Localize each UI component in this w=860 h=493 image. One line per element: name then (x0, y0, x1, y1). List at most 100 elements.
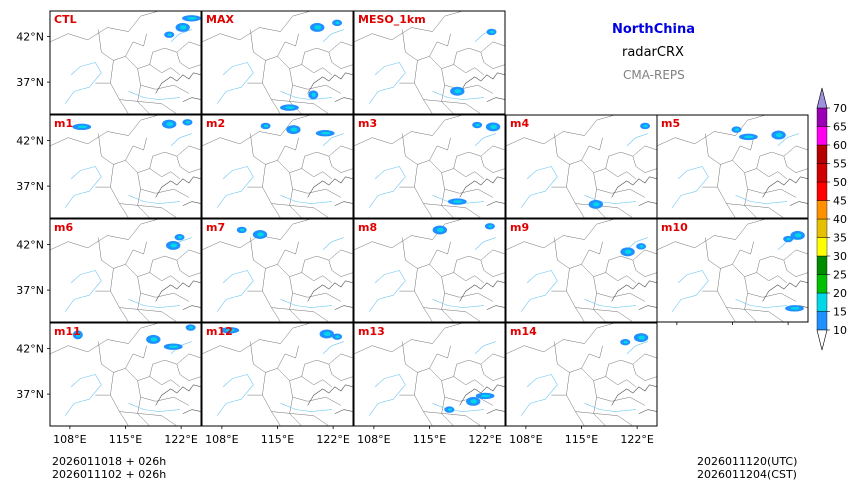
panel-background (506, 323, 657, 426)
river (520, 270, 558, 312)
province-border (176, 364, 201, 381)
panel-background (50, 323, 201, 426)
province-border (429, 56, 485, 76)
colorbar-under-triangle (816, 329, 828, 351)
province-border (137, 68, 190, 94)
panel-frame (201, 218, 354, 323)
radar-echo-core (314, 25, 322, 30)
panel-label: m11 (54, 325, 81, 338)
map-panel: MESO_1km (353, 10, 506, 115)
coastline (459, 72, 505, 102)
colorbar-segment (816, 126, 828, 146)
radar-echo-core (624, 249, 632, 254)
coastline (155, 384, 201, 414)
panel-label: m12 (206, 325, 233, 338)
radar-echo-core (454, 89, 462, 94)
province-border (289, 276, 342, 302)
river (626, 133, 649, 147)
panel-background (506, 115, 657, 218)
panel-background (354, 219, 505, 322)
valid-time-cst: 2026011204(CST) (697, 468, 797, 481)
colorbar-tick-label: 35 (833, 232, 847, 245)
province-border (289, 189, 302, 218)
radar-echo-core (167, 33, 172, 37)
province-border (453, 41, 505, 65)
panel-label: m4 (510, 117, 529, 130)
panel-map-layer (50, 115, 201, 218)
coastline (611, 280, 657, 310)
radar-echo-core (335, 335, 340, 338)
y-tick-label: 37°N (16, 180, 44, 193)
river (626, 341, 649, 355)
panel-label: m13 (358, 325, 385, 338)
province-border (575, 411, 633, 426)
province-border (414, 268, 433, 322)
radar-echo-core (240, 228, 245, 232)
province-border (453, 353, 505, 377)
panel-label: m2 (206, 117, 225, 130)
province-border (271, 99, 329, 114)
province-border (756, 145, 808, 169)
province-border (202, 115, 311, 147)
radar-echo-core (790, 307, 800, 310)
panel-background (202, 323, 353, 426)
radar-echo-core (225, 328, 236, 332)
radar-echo-core (643, 124, 648, 128)
river (474, 341, 497, 355)
panel-label: m5 (661, 117, 680, 130)
river (216, 166, 254, 208)
radar-echo-core (447, 408, 452, 411)
province-border (717, 164, 736, 218)
province-border (657, 115, 766, 147)
y-tick-label: 42°N (16, 239, 44, 252)
colorbar-segment (816, 255, 828, 275)
map-panel: m6 (49, 218, 202, 323)
river (170, 29, 193, 43)
y-tick-label: 37°N (16, 284, 44, 297)
province-border (581, 160, 637, 180)
radar-echo-core (290, 127, 298, 132)
init-time-cst: 2026011102 + 026h (52, 468, 167, 481)
province-border (441, 293, 454, 322)
province-border (581, 368, 637, 388)
river (322, 29, 345, 43)
map-panel: m3 (353, 114, 506, 219)
x-tick-label: 108°E (53, 433, 86, 446)
map-panel: m9 (505, 218, 658, 323)
map-panel: m11 (49, 322, 202, 427)
panel-background (50, 115, 201, 218)
map-panel: m1 (49, 114, 202, 219)
colorbar-tick-label: 55 (833, 158, 847, 171)
province-border (756, 249, 808, 273)
province-border (202, 11, 311, 43)
river (368, 270, 406, 312)
province-border (262, 60, 281, 114)
colorbar-segment (816, 163, 828, 183)
province-border (50, 11, 159, 43)
radar-echo-core (436, 227, 444, 233)
province-border (423, 203, 481, 218)
radar-echo-core (263, 124, 269, 128)
river (322, 133, 345, 147)
province-border (289, 172, 342, 198)
province-border (657, 219, 766, 251)
panel-background (354, 11, 505, 114)
province-border (732, 264, 788, 284)
province-border (149, 353, 201, 377)
province-border (176, 260, 201, 277)
province-border (277, 56, 333, 76)
river (777, 133, 800, 147)
province-border (328, 260, 353, 277)
river (64, 270, 102, 312)
coastline (307, 384, 353, 414)
map-panel: m8 (353, 218, 506, 323)
radar-echo-core (166, 122, 174, 127)
province-border (119, 99, 177, 114)
x-tick-label: 115°E (109, 433, 142, 446)
panel-map-layer (202, 323, 353, 426)
panel-frame (201, 10, 354, 115)
province-border (566, 164, 585, 218)
province-border (566, 268, 585, 322)
